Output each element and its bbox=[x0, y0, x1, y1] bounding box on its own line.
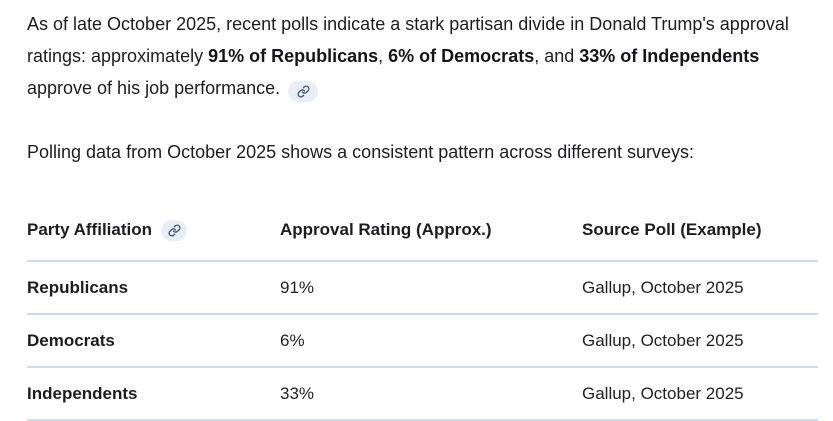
stat-independents: 33% of Independents bbox=[579, 46, 760, 66]
rating-cell: 91% bbox=[280, 277, 315, 297]
party-cell: Democrats bbox=[27, 330, 115, 350]
party-cell: Republicans bbox=[27, 277, 129, 297]
stat-democrats: 6% of Democrats bbox=[388, 46, 535, 66]
intro-text: As of late October 2025, recent polls in… bbox=[27, 14, 789, 66]
column-header-party: Party Affiliation bbox=[27, 219, 280, 241]
citation-badge[interactable] bbox=[288, 81, 319, 102]
link-icon bbox=[167, 223, 181, 237]
source-cell: Gallup, October 2025 bbox=[582, 330, 744, 350]
stat-republicans: 91% of Republicans bbox=[208, 46, 379, 66]
source-cell: Gallup, October 2025 bbox=[582, 383, 744, 403]
table-row-democrats: Democrats 6% Gallup, October 2025 bbox=[27, 315, 818, 368]
source-cell: Gallup, October 2025 bbox=[582, 277, 744, 297]
party-cell: Independents bbox=[27, 383, 138, 403]
intro-paragraph: As of late October 2025, recent polls in… bbox=[27, 8, 818, 104]
table-row-independents: Independents 33% Gallup, October 2025 bbox=[27, 368, 818, 421]
link-icon bbox=[297, 85, 310, 98]
polling-table: Party Affiliation Approval Rating (Appro… bbox=[27, 200, 818, 421]
table-row-republicans: Republicans 91% Gallup, October 2025 bbox=[27, 262, 818, 315]
table-header-row: Party Affiliation Approval Rating (Appro… bbox=[27, 200, 818, 262]
column-header-source: Source Poll (Example) bbox=[582, 220, 762, 239]
summary-paragraph: Polling data from October 2025 shows a c… bbox=[27, 142, 695, 162]
column-header-rating: Approval Rating (Approx.) bbox=[280, 220, 492, 239]
citation-badge[interactable] bbox=[161, 219, 187, 241]
rating-cell: 33% bbox=[280, 383, 315, 403]
rating-cell: 6% bbox=[280, 330, 305, 350]
